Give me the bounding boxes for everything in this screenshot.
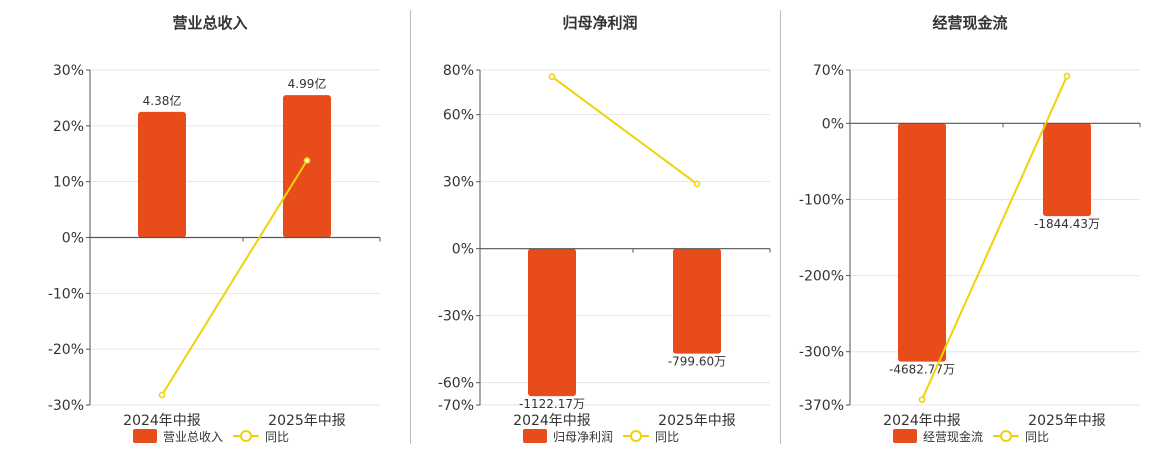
bar-data-label: -799.60万	[668, 355, 726, 369]
category-label: 2025年中报	[658, 413, 736, 429]
bar	[138, 111, 186, 238]
bar-data-label: -1844.43万	[1034, 217, 1100, 231]
y-tick-label: 70%	[813, 63, 844, 79]
y-tick-label: -200%	[799, 269, 844, 285]
y-tick-label: -10%	[48, 286, 84, 302]
y-tick-label: 30%	[443, 175, 474, 191]
bar	[528, 248, 576, 397]
legend-bar-label: 归母净利润	[553, 430, 613, 444]
yoy-point	[693, 180, 701, 188]
legend-line-label: 同比	[655, 430, 679, 444]
y-tick-label: -100%	[799, 192, 844, 208]
panel-divider	[780, 10, 781, 444]
legend-line-label: 同比	[1025, 430, 1049, 444]
chart-svg: 营业总收入 30% 20% 10% 0% -10% -20% -30% 4.38亿 4.99亿 20…	[48, 14, 381, 444]
yoy-point	[548, 73, 556, 81]
y-tick-label: 10%	[53, 175, 84, 191]
legend-line-marker	[1000, 430, 1012, 442]
y-tick-label: -30%	[438, 309, 474, 325]
chart-title: 营业总收入	[172, 14, 247, 32]
y-tick-label: -370%	[799, 398, 844, 414]
legend-bar-swatch	[133, 429, 157, 443]
bar	[283, 95, 331, 238]
legend-bar-swatch	[893, 429, 917, 443]
y-tick-label: 20%	[53, 119, 84, 135]
y-tick-label: 80%	[443, 63, 474, 79]
y-tick-label: -20%	[48, 342, 84, 358]
category-label: 2025年中报	[1028, 413, 1106, 429]
bar-data-label: -1122.17万	[519, 397, 585, 411]
panel-divider	[410, 10, 411, 444]
y-tick-label: 0%	[452, 242, 474, 258]
legend-bar-label: 经营现金流	[923, 429, 983, 444]
category-label: 2024年中报	[513, 413, 591, 429]
bar	[898, 123, 946, 362]
yoy-point	[1063, 72, 1071, 80]
y-tick-label: -30%	[48, 398, 84, 414]
y-tick-label: -60%	[438, 376, 474, 392]
bar	[673, 248, 721, 354]
legend-line-label: 同比	[265, 430, 289, 444]
legend-bar-label: 营业总收入	[163, 430, 223, 444]
category-label: 2024年中报	[123, 413, 201, 429]
legend-bar-swatch	[523, 429, 547, 443]
y-tick-label: 30%	[53, 63, 84, 79]
yoy-point	[303, 157, 311, 164]
yoy-line	[551, 75, 698, 185]
net-profit-chart-panel: 归母净利润 80% 60% 30% 0% -30% -60% -70% -1122.17万 -79…	[390, 0, 771, 450]
chart-title: 经营现金流	[932, 14, 1007, 32]
yoy-point	[918, 396, 926, 404]
y-tick-label: -70%	[438, 398, 474, 414]
legend-line-marker	[240, 430, 252, 442]
category-label: 2024年中报	[883, 413, 961, 429]
y-tick-label: -300%	[799, 345, 844, 361]
chart-svg: 归母净利润 80% 60% 30% 0% -30% -60% -70% -1122.17万 -79…	[438, 14, 771, 444]
category-label: 2025年中报	[268, 413, 346, 429]
y-tick-label: 0%	[822, 116, 844, 132]
bar-data-label: -4682.77万	[889, 363, 955, 377]
chart-title: 归母净利润	[562, 14, 637, 32]
bar	[1043, 123, 1091, 217]
legend-line-marker	[630, 430, 642, 442]
cash-flow-chart-panel: 经营现金流 70% 0% -100% -200% -300% -370% -4682.77万 -…	[760, 0, 1141, 450]
yoy-line	[161, 159, 308, 396]
chart-svg: 经营现金流 70% 0% -100% -200% -300% -370% -4682.77万 -…	[799, 14, 1141, 444]
y-tick-label: 60%	[443, 108, 474, 124]
yoy-line	[921, 75, 1068, 401]
revenue-chart-panel: 营业总收入 30% 20% 10% 0% -10% -20% -30% 4.38亿 4.99亿 20…	[0, 0, 381, 450]
bar-data-label: 4.38亿	[143, 93, 182, 108]
bar-data-label: 4.99亿	[288, 76, 327, 91]
yoy-point	[158, 391, 166, 399]
y-tick-label: 0%	[62, 231, 84, 247]
